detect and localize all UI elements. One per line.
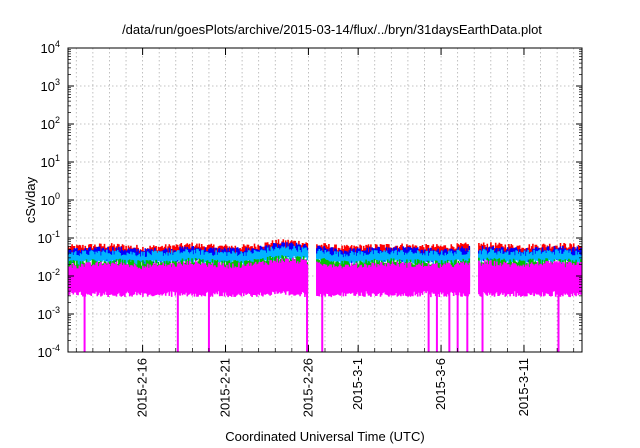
y-tick-label: 10-4 xyxy=(38,343,60,360)
x-tick-label: 2015-2-21 xyxy=(218,358,233,417)
y-tick-label: 10-2 xyxy=(38,267,60,284)
y-tick-label: 102 xyxy=(41,115,60,132)
x-tick-label: 2015-3-11 xyxy=(516,358,531,416)
x-tick-label: 2015-2-26 xyxy=(300,358,315,417)
y-tick-label: 100 xyxy=(41,191,60,208)
y-tick-label: 101 xyxy=(41,153,60,170)
plot-area xyxy=(67,239,582,352)
x-axis: 2015-2-16 2015-2-21 2015-2-26 2015-3-1 2015-… xyxy=(75,48,575,417)
x-tick-label: 2015-3-1 xyxy=(350,358,365,410)
grid xyxy=(68,48,582,352)
y-tick-label: 10-3 xyxy=(38,305,60,322)
y-axis: 10-4 10-3 10-2 10-1 100 101 102 103 104 xyxy=(38,39,582,360)
y-tick-label: 104 xyxy=(41,39,60,56)
y-tick-label: 10-1 xyxy=(38,229,60,246)
y-axis-label: cSv/day xyxy=(23,176,38,223)
x-axis-label: Coordinated Universal Time (UTC) xyxy=(225,429,424,444)
x-tick-label: 2015-2-16 xyxy=(135,358,150,417)
y-tick-label: 103 xyxy=(41,77,60,94)
chart-title: /data/run/goesPlots/archive/2015-03-14/f… xyxy=(122,22,542,37)
x-tick-label: 2015-3-6 xyxy=(433,358,448,410)
